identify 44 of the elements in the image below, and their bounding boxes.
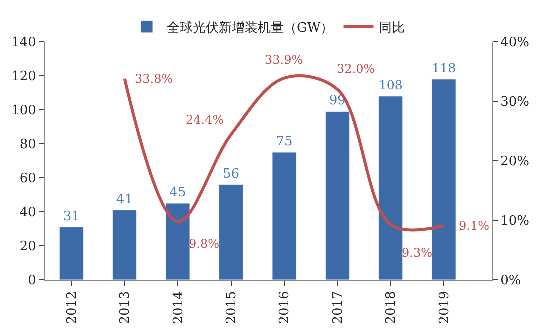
y-tick-label: 60 xyxy=(20,172,36,187)
data-label: 33.8% xyxy=(135,72,174,86)
y-tick-label: 100 xyxy=(12,104,36,119)
bar xyxy=(378,96,404,280)
y2-tick-label: 0% xyxy=(500,274,522,289)
data-label: 32.0% xyxy=(337,62,376,76)
bar xyxy=(59,227,84,280)
data-label: 118 xyxy=(432,60,456,76)
bar xyxy=(166,203,190,280)
x-tick-label: 2013 xyxy=(118,291,134,324)
bar xyxy=(432,79,456,280)
y-tick-label: 120 xyxy=(12,70,36,85)
y2-tick-label: 20% xyxy=(500,154,530,170)
data-label: 56 xyxy=(222,166,240,182)
data-label: 31 xyxy=(63,209,80,224)
bar xyxy=(112,210,138,280)
y-tick-label: 40 xyxy=(20,206,36,221)
x-tick-label: 2017 xyxy=(330,291,346,324)
data-label: 9.3% xyxy=(402,246,432,260)
y2-tick-label: 30% xyxy=(500,95,530,110)
legend-label: 同比 xyxy=(378,21,405,36)
x-tick-label: 2012 xyxy=(64,291,80,324)
data-label: 45 xyxy=(170,186,186,200)
x-tick-label: 2019 xyxy=(437,291,452,324)
data-label: 24.4% xyxy=(186,113,224,127)
y2-tick-label: 40% xyxy=(500,36,530,51)
y-tick-label: 80 xyxy=(20,138,36,153)
x-tick-label: 2015 xyxy=(224,291,240,324)
bar xyxy=(325,111,350,280)
data-label: 108 xyxy=(378,78,403,93)
data-label: 33.9% xyxy=(265,53,304,67)
y-tick-label: 140 xyxy=(12,36,36,51)
y-tick-label: 20 xyxy=(20,240,36,255)
data-label: 75 xyxy=(276,134,293,150)
bar xyxy=(272,152,297,280)
x-tick-label: 2016 xyxy=(278,291,293,324)
data-label: 9.1% xyxy=(459,219,490,233)
bar xyxy=(219,184,244,280)
data-label: 41 xyxy=(116,192,134,208)
x-tick-label: 2014 xyxy=(171,291,186,324)
y-tick-label: 0 xyxy=(28,274,36,289)
y2-tick-label: 10% xyxy=(500,214,530,230)
legend-label: 全球光伏新增装机量（GW） xyxy=(167,21,334,36)
x-tick-label: 2018 xyxy=(384,291,400,324)
